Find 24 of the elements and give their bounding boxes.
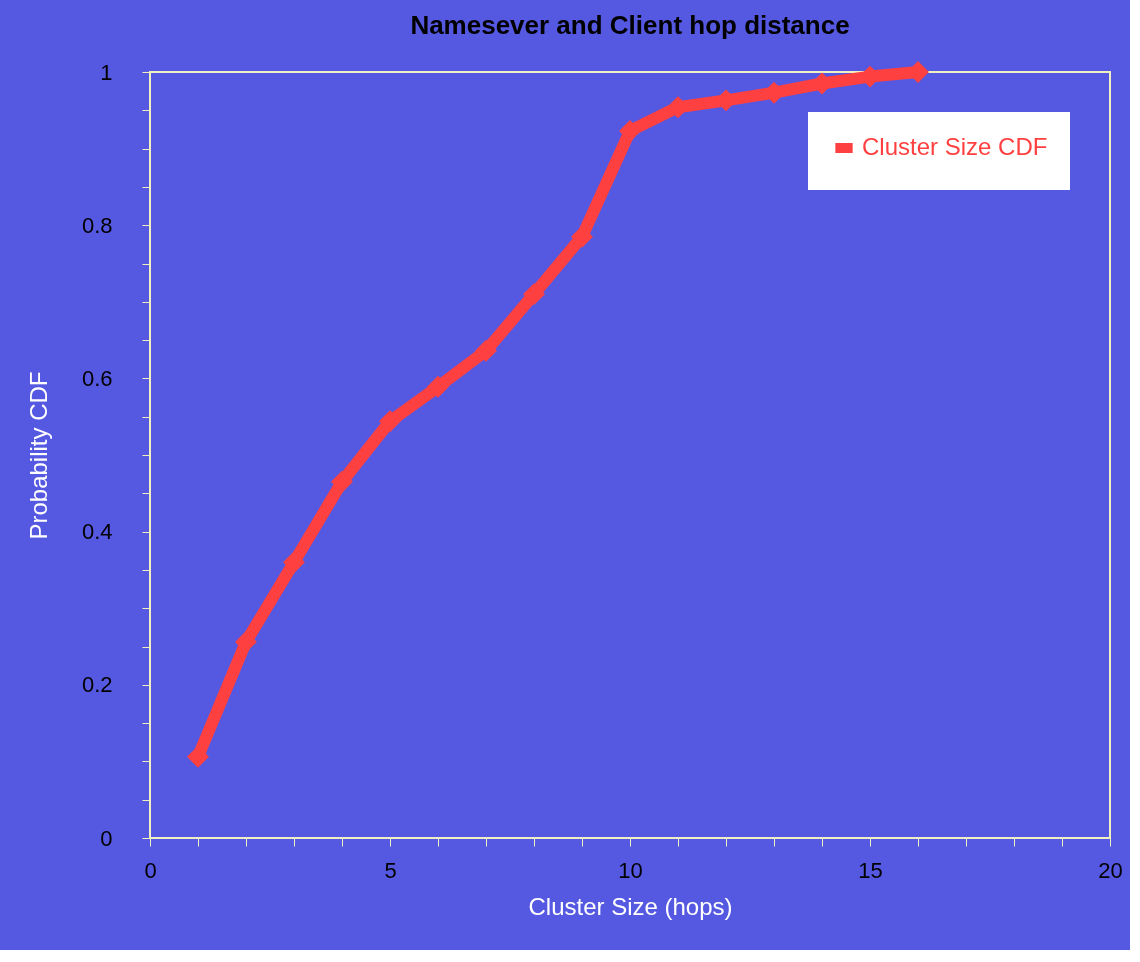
y-tick-label: 0.6 <box>81 365 113 391</box>
y-axis-title: Probability CDF <box>24 371 52 540</box>
point <box>427 375 449 398</box>
point <box>571 225 593 248</box>
x-tick-label: 15 <box>858 857 883 883</box>
x-axis-title: Cluster Size (hops) <box>528 892 733 920</box>
x-tick-label: 10 <box>618 857 643 883</box>
x-tick-label: 5 <box>384 857 397 883</box>
y-tick-label: 0 <box>100 825 113 851</box>
point <box>475 339 497 362</box>
y-tick-label: 1 <box>100 59 113 85</box>
y-tick-label: 0.8 <box>81 212 113 238</box>
legend-label: Cluster Size CDF <box>862 133 1048 160</box>
x-tick-label: 20 <box>1098 857 1123 883</box>
point <box>523 283 545 306</box>
point <box>619 120 641 142</box>
chart-title: Namesever and Client hop distance <box>410 10 850 40</box>
point <box>331 470 353 493</box>
y-tick-label: 0.2 <box>81 672 113 698</box>
x-tick-label: 0 <box>144 857 157 883</box>
y-tick-label: 0.4 <box>81 519 113 545</box>
point <box>283 551 305 574</box>
point <box>235 630 257 653</box>
point <box>379 410 401 433</box>
